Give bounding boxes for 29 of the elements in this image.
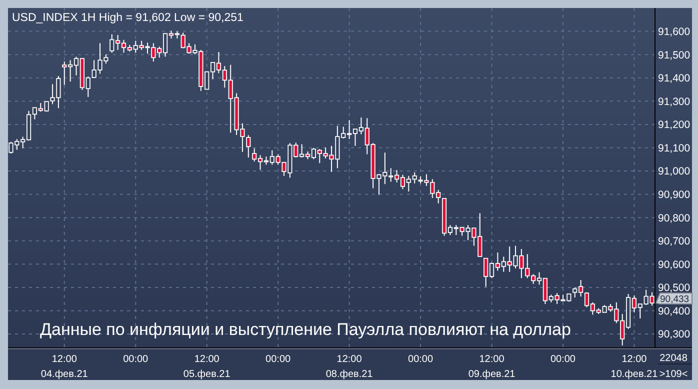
y-tick-label: 90,700 [658, 236, 690, 248]
y-tick-label: 91,100 [658, 142, 690, 154]
text: >109< [659, 369, 688, 380]
y-tick-label: 90,400 [658, 305, 690, 318]
x-tick-label: 00:00 [550, 354, 576, 365]
y-tick-label: 91,000 [658, 166, 690, 178]
x-tick-label: 12:00 09.фев.21 [468, 354, 516, 380]
x-tick-label: 12:00 10.фев.21 [610, 354, 658, 380]
y-tick-label: 90,300 [658, 328, 690, 341]
x-tick-label: 00:00 [266, 354, 292, 365]
y-tick-label: 91,400 [658, 72, 690, 85]
y-tick-label: 91,600 [658, 26, 690, 38]
y-tick-label: 90,600 [658, 258, 690, 271]
y-tick-label: 90,500 [658, 282, 690, 294]
annotation: Данные по инфляции и выступление Пауэлла повлияют на доллар [40, 320, 571, 339]
text: 22048 [660, 353, 688, 364]
y-tick-label: 90,900 [658, 188, 690, 201]
x-tick-label: 00:00 [123, 354, 149, 365]
y-tick-label: 91,300 [658, 96, 690, 108]
y-tick-label: 91,200 [658, 119, 690, 132]
x-tick-label: 12:00 04.фев.21 [40, 354, 88, 380]
y-tick-label: 90,800 [658, 212, 690, 224]
x-tick-label: 12:00 05.фев.21 [183, 354, 231, 380]
x-tick-label: 00:00 [408, 354, 434, 365]
text: 90,433 [660, 294, 690, 305]
y-tick-label: 91,500 [658, 49, 690, 62]
chart-title: USD_INDEX 1H High = 91,602 Low = 90,251 [12, 12, 244, 24]
x-tick-label: 12:00 08.фев.21 [326, 354, 374, 380]
candlestick [246, 134, 251, 158]
